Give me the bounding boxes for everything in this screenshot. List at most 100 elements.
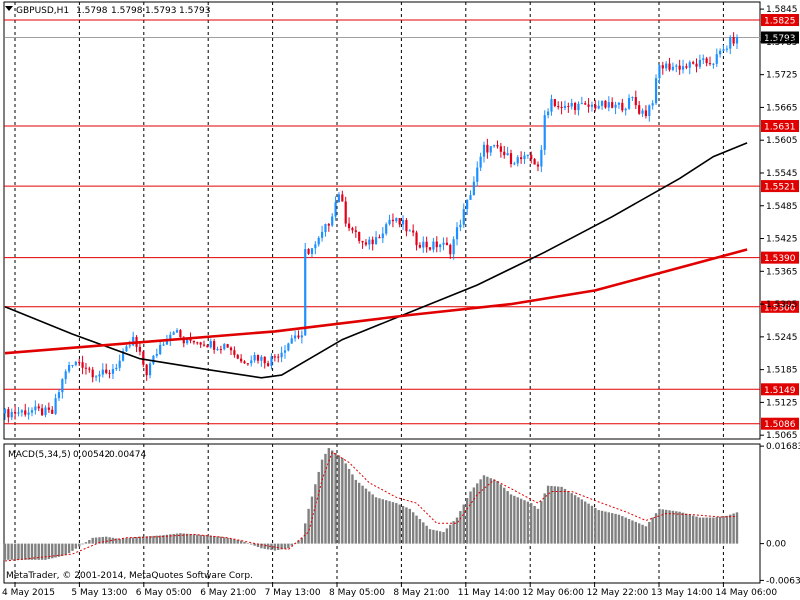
candle-bear bbox=[678, 65, 681, 70]
candle-bull bbox=[516, 157, 519, 164]
candle-bear bbox=[449, 244, 452, 255]
candle-bear bbox=[604, 100, 607, 108]
price-tick-label: 1.5185 bbox=[766, 366, 798, 376]
candle-bear bbox=[644, 110, 648, 117]
candle-bull bbox=[681, 66, 685, 70]
macd-bar bbox=[384, 500, 388, 544]
candlestick-series bbox=[3, 32, 739, 423]
macd-bar bbox=[74, 543, 78, 549]
candle-bull bbox=[493, 145, 496, 147]
candle-bull bbox=[280, 352, 283, 358]
macd-bar bbox=[378, 498, 381, 544]
macd-bar bbox=[550, 485, 553, 544]
candle-bull bbox=[121, 351, 125, 361]
candle-bear bbox=[692, 62, 695, 64]
macd-bar bbox=[486, 476, 489, 544]
macd-bar bbox=[253, 543, 256, 546]
time-tick-label: 6 May 05:00 bbox=[136, 588, 192, 598]
candle-bear bbox=[105, 369, 108, 373]
time-tick-label: 11 May 14:00 bbox=[458, 588, 520, 598]
level-badge-label: 1.5149 bbox=[764, 386, 796, 396]
time-tick-label: 4 May 2015 bbox=[2, 588, 55, 598]
macd-bar bbox=[546, 485, 550, 544]
candle-bear bbox=[499, 146, 502, 152]
macd-bar bbox=[250, 543, 253, 545]
macd-bar bbox=[604, 511, 607, 544]
macd-bar bbox=[627, 519, 631, 544]
candle-bull bbox=[607, 102, 610, 108]
candle-bull bbox=[479, 156, 482, 168]
macd-bar bbox=[270, 543, 273, 550]
macd-bar bbox=[526, 501, 530, 544]
candle-bear bbox=[378, 237, 381, 239]
macd-bar bbox=[64, 543, 67, 556]
main-chart-panel[interactable] bbox=[3, 1, 761, 440]
macd-bar bbox=[263, 543, 266, 549]
candle-bull bbox=[513, 163, 516, 165]
macd-bar bbox=[13, 543, 17, 560]
macd-bar bbox=[557, 486, 560, 544]
candle-bull bbox=[314, 244, 317, 249]
macd-bar bbox=[499, 484, 503, 544]
macd-bar bbox=[395, 503, 398, 544]
candle-bull bbox=[115, 367, 118, 370]
candle-bear bbox=[533, 159, 536, 165]
candle-bear bbox=[587, 104, 590, 107]
time-tick-label: 8 May 21:00 bbox=[393, 588, 449, 598]
candle-bull bbox=[648, 105, 651, 117]
candle-bear bbox=[243, 361, 246, 364]
macd-bar bbox=[455, 517, 459, 544]
dropdown-triangle-icon[interactable] bbox=[5, 6, 13, 11]
candle-bull bbox=[331, 216, 334, 226]
candle-bull bbox=[627, 97, 631, 109]
macd-panel[interactable] bbox=[3, 443, 761, 584]
macd-bar bbox=[374, 497, 378, 544]
macd-bar bbox=[530, 503, 533, 544]
macd-bar bbox=[57, 543, 61, 557]
candle-bull bbox=[722, 49, 725, 51]
macd-bar bbox=[675, 511, 678, 544]
candle-bull bbox=[132, 336, 135, 346]
macd-bar bbox=[341, 457, 344, 544]
candle-bull bbox=[169, 334, 172, 341]
candle-bull bbox=[688, 62, 691, 68]
candle-bear bbox=[361, 240, 364, 243]
candle-bear bbox=[37, 406, 40, 409]
candle-bull bbox=[401, 220, 405, 225]
candle-bull bbox=[310, 248, 314, 254]
macd-bar bbox=[577, 497, 580, 544]
macd-bar bbox=[492, 479, 496, 544]
candle-bull bbox=[432, 241, 435, 250]
macd-bar bbox=[705, 517, 708, 544]
candle-bear bbox=[51, 409, 54, 414]
macd-bar bbox=[476, 483, 479, 544]
macd-bar bbox=[516, 497, 519, 544]
macd-bar bbox=[725, 515, 729, 544]
level-badge bbox=[761, 180, 799, 193]
candle-bear bbox=[41, 408, 44, 416]
candle-bear bbox=[354, 230, 357, 232]
macd-bar bbox=[337, 455, 341, 544]
price-tick-label: 1.5605 bbox=[766, 136, 798, 146]
candle-bull bbox=[374, 237, 378, 245]
macd-bar bbox=[175, 533, 179, 544]
macd-bar bbox=[685, 513, 688, 544]
candle-bull bbox=[94, 376, 98, 378]
candle-bull bbox=[452, 239, 455, 255]
price-tick-label: 1.5665 bbox=[766, 103, 798, 113]
candle-bear bbox=[732, 37, 735, 44]
price-tick-label: 1.5125 bbox=[766, 398, 798, 408]
macd-bar bbox=[104, 536, 108, 544]
macd-bar bbox=[121, 538, 125, 544]
macd-bar bbox=[678, 511, 681, 544]
macd-bar bbox=[435, 530, 438, 544]
macd-bar bbox=[718, 516, 722, 544]
macd-bar bbox=[729, 514, 732, 544]
macd-bar bbox=[219, 536, 223, 544]
macd-bar bbox=[621, 516, 624, 544]
macd-bar bbox=[465, 498, 469, 544]
macd-bar bbox=[266, 543, 270, 550]
candle-bull bbox=[270, 356, 273, 366]
candle-bull bbox=[665, 63, 668, 69]
